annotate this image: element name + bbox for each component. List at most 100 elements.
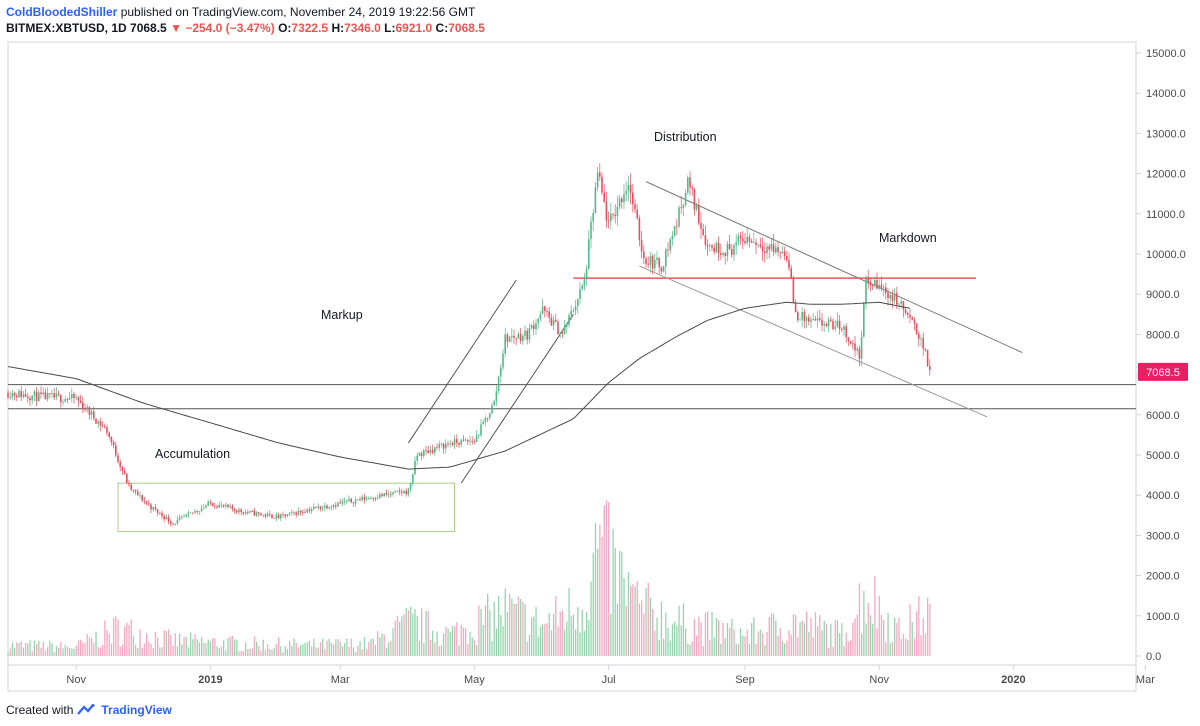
candle-body <box>29 398 31 401</box>
time-axis: Nov 2019 Mar May Jul Sep Nov 2020 Mar <box>66 665 1155 686</box>
candle-body <box>464 439 467 441</box>
volume-bar <box>445 626 447 656</box>
volume-bar <box>696 635 698 656</box>
volume-bar <box>130 619 132 656</box>
volume-bar <box>627 571 630 656</box>
candle-body <box>416 455 418 461</box>
volume-bar <box>159 647 161 656</box>
volume-bar <box>524 604 526 656</box>
candle-body <box>394 490 396 493</box>
volume-bar <box>509 594 511 656</box>
author-link[interactable]: ColdBloodedShiller <box>6 5 118 19</box>
volume-bar <box>526 641 528 656</box>
volume-bar <box>575 629 577 656</box>
volume-bar <box>231 635 234 656</box>
volume-bar <box>601 536 603 656</box>
candle-body <box>174 523 176 525</box>
candle-body <box>286 514 289 517</box>
candle-body <box>359 499 361 501</box>
volume-bar <box>718 620 720 656</box>
volume-bar <box>108 634 110 656</box>
volume-bar <box>621 551 623 656</box>
volume-bar <box>863 590 865 656</box>
candle-body <box>401 491 403 494</box>
volume-bar <box>476 645 478 656</box>
publish-header: ColdBloodedShiller published on TradingV… <box>6 4 475 20</box>
volume-bar <box>841 623 843 656</box>
candle-body <box>922 338 924 349</box>
volume-bar <box>176 646 179 656</box>
candle-body <box>588 239 590 269</box>
volume-bar <box>724 638 726 656</box>
candle-body <box>799 319 801 321</box>
y-tick-label: 1000.0 <box>1146 611 1180 623</box>
volume-bar <box>495 628 498 656</box>
candle-body <box>500 367 502 377</box>
volume-bar <box>394 620 396 656</box>
candle-body <box>203 507 205 509</box>
volume-bar <box>836 620 839 656</box>
volume-bar <box>740 628 742 656</box>
volume-bar <box>454 626 456 656</box>
candle-body <box>451 443 454 445</box>
volume-bar <box>623 577 625 656</box>
candle-body <box>337 502 339 507</box>
volume-bar <box>500 615 502 656</box>
candle-body <box>247 512 249 513</box>
volume-bar <box>502 626 504 656</box>
candle-body <box>838 320 841 329</box>
candle-body <box>568 315 570 325</box>
candle-body <box>768 246 770 250</box>
volume-bar <box>110 643 113 656</box>
candle-body <box>918 333 920 339</box>
volume-bar <box>185 637 187 656</box>
volume-bar <box>645 588 647 656</box>
candle-body <box>849 341 852 344</box>
volume-bar <box>352 647 355 656</box>
volume-bar <box>205 643 207 656</box>
volume-bar <box>97 647 99 656</box>
candle-body <box>790 268 792 279</box>
candle-body <box>805 317 808 321</box>
candle-body <box>660 267 663 272</box>
candle-body <box>194 511 196 513</box>
candle-body <box>508 336 511 342</box>
candle-body <box>816 318 819 321</box>
candle-body <box>823 324 825 326</box>
volume-bar <box>357 645 359 656</box>
candle-body <box>680 207 682 209</box>
candle-body <box>418 453 421 456</box>
x-tick-label: May <box>464 674 485 686</box>
candle-body <box>632 192 634 205</box>
candle-body <box>110 436 113 443</box>
volume-bar <box>198 642 201 656</box>
candle-body <box>440 443 443 445</box>
volume-bar <box>577 607 579 656</box>
tradingview-brand-link[interactable]: TradingView <box>101 703 172 717</box>
symbol-name[interactable]: BITMEX:XBTUSD, 1D <box>6 21 127 35</box>
volume-bar <box>619 550 621 656</box>
high-value: 7346.0 <box>344 21 381 35</box>
candle-body <box>513 335 515 338</box>
candle-body <box>761 246 764 252</box>
volume-bar <box>348 646 350 656</box>
candle-body <box>766 246 768 254</box>
candle-body <box>561 332 564 334</box>
volume-bar <box>69 647 71 656</box>
volume-bar <box>843 645 845 656</box>
volume-bar <box>856 614 858 656</box>
candle-body <box>442 443 445 449</box>
volume-bar <box>597 548 599 656</box>
distribution-channel-lower <box>639 265 988 418</box>
volume-bar <box>306 642 308 656</box>
candle-body <box>73 394 75 398</box>
volume-bar <box>458 645 460 656</box>
volume-bar <box>680 625 682 656</box>
volume-bar <box>115 616 117 656</box>
candle-body <box>548 311 550 318</box>
volume-bar <box>148 641 150 656</box>
candle-body <box>431 449 434 453</box>
candle-body <box>566 324 568 327</box>
volume-bar <box>711 611 713 656</box>
